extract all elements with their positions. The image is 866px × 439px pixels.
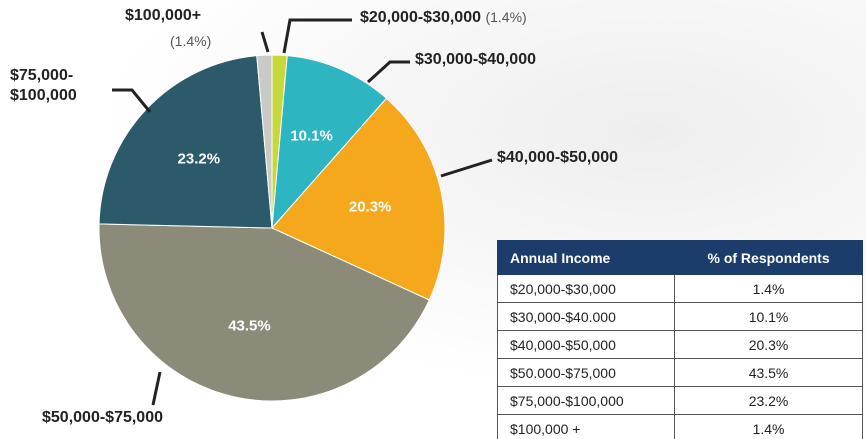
value-label: 10.1%: [290, 127, 333, 145]
pie-slice: [98, 55, 273, 229]
pie-slice: [98, 223, 430, 402]
value-label: (1.4%): [485, 9, 527, 25]
table-cell: $20,000-$30,000: [496, 274, 676, 303]
table-row: $20,000-$30,000 1.4%: [496, 274, 863, 303]
table-row: $100,000 +1.4%: [496, 414, 863, 439]
leader-line: [366, 60, 410, 84]
table-row: $30,000-$40.000 10.1%: [496, 302, 863, 331]
category-label: $40,000-$50,000: [497, 149, 618, 166]
slice-label: $50,000-$75,000: [42, 409, 163, 427]
table-cell: 20.3%: [674, 330, 863, 359]
header-cell: Annual Income: [496, 240, 676, 275]
value-label: (1.4%): [170, 33, 212, 49]
table-cell: $50.000-$75,000: [496, 358, 676, 387]
table-row: $75,000-$100,000 23.2%: [496, 386, 863, 415]
value-label: 20.3%: [348, 198, 392, 216]
table-cell: $40,000-$50,000: [496, 330, 676, 359]
table-cell: $30,000-$40.000: [496, 302, 676, 331]
pie-slice: [271, 55, 388, 230]
table-cell: 23.2%: [674, 386, 863, 415]
leader-line: [260, 31, 270, 53]
category-label: $50,000-$75,000: [42, 409, 163, 426]
category-label: $30,000-$40,000: [415, 51, 536, 68]
table-cell: $100,000 +: [496, 414, 676, 439]
table-row: $40,000-$50,000 20.3%: [496, 330, 863, 359]
slice-label: $30,000-$40,000: [415, 51, 536, 69]
leader-line: [151, 371, 162, 406]
leader-line: [112, 88, 152, 113]
category-label: $20,000-$30,000: [360, 9, 481, 26]
table-row: $50.000-$75,000 43.5%: [496, 358, 863, 387]
slice-label: $40,000-$50,000: [497, 149, 618, 167]
leader-line: [282, 18, 352, 54]
slice-label: $20,000-$30,000 (1.4%): [360, 9, 527, 27]
pie-slice: [256, 54, 273, 229]
table-cell: $75,000-$100,000: [496, 386, 676, 415]
value-label: 23.2%: [177, 150, 221, 168]
table-header: Annual Income% of Respondents: [496, 240, 863, 275]
slice-label: $100,000+: [125, 7, 201, 25]
pie-slice: [271, 97, 446, 301]
leader-line: [440, 158, 493, 178]
category-label: $75,000-​$100,000: [10, 67, 77, 104]
table-cell: 43.5%: [674, 358, 863, 387]
category-label: $100,000+: [125, 7, 202, 24]
table-cell: 1.4%: [674, 274, 863, 303]
table-cell: 10.1%: [674, 302, 863, 331]
table-cell: 1.4%: [674, 414, 863, 439]
slice-label: $75,000-​$100,000: [10, 66, 105, 106]
income-table: Annual Income% of Respondents $20,000-$3…: [496, 240, 863, 439]
header-cell: % of Respondents: [674, 240, 863, 275]
value-label: 43.5%: [228, 317, 271, 335]
